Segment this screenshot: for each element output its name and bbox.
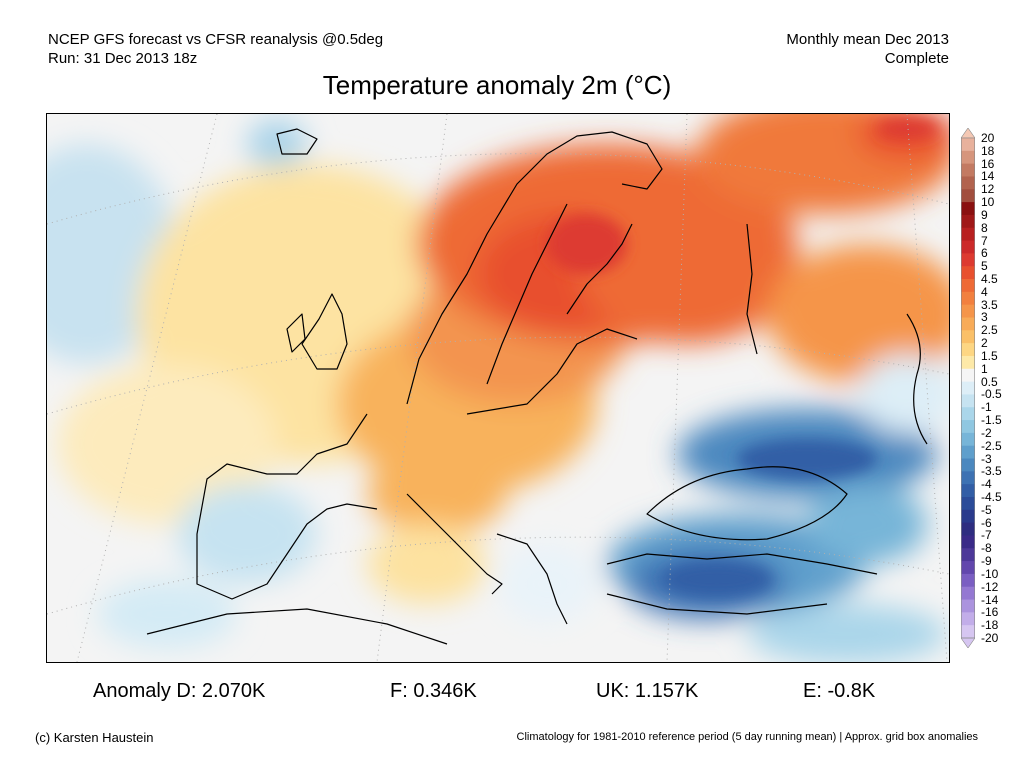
scale-swatch — [961, 317, 975, 331]
map-title: Temperature anomaly 2m (°C) — [322, 70, 672, 100]
scale-swatch — [961, 509, 975, 524]
scale-swatch — [961, 484, 975, 498]
scale-swatch — [961, 407, 975, 421]
scale-tick-label: 12 — [981, 182, 995, 197]
scale-swatch — [961, 163, 975, 177]
scale-tick-label: -14 — [981, 592, 999, 607]
color-scale-bar — [961, 128, 975, 648]
scale-swatch — [961, 138, 975, 152]
scale-tick-label: 5 — [981, 259, 988, 274]
anomaly-f-value: F: 0.346K — [390, 680, 477, 702]
scale-tick-label: -10 — [981, 566, 999, 581]
scale-swatch — [961, 355, 975, 370]
scale-tick-label: -4 — [981, 477, 992, 492]
scale-swatch — [961, 586, 975, 601]
scale-tick-label: 1 — [981, 361, 988, 376]
scale-tick-label: -4.5 — [981, 489, 1002, 504]
scale-tick-label: 10 — [981, 195, 995, 210]
scale-tick-label: -0.5 — [981, 387, 1002, 402]
scale-tick-label: -18 — [981, 618, 999, 633]
scale-tick-label: -16 — [981, 605, 999, 620]
scale-tick-label: 4 — [981, 284, 988, 299]
scale-tick-label: -1 — [981, 400, 992, 415]
period-label: Monthly mean Dec 2013 — [786, 31, 949, 48]
scale-tick-label: 14 — [981, 169, 995, 184]
scale-swatch — [961, 330, 975, 344]
scale-tick-label: 6 — [981, 246, 988, 261]
scale-swatch — [961, 445, 975, 460]
scale-swatch — [961, 394, 975, 408]
scale-swatch — [961, 548, 975, 562]
scale-swatch — [961, 266, 975, 280]
scale-swatch — [961, 240, 975, 254]
scale-tick-label: 0.5 — [981, 374, 998, 389]
scale-swatch — [961, 176, 975, 190]
scale-tick-label: -1.5 — [981, 413, 1002, 428]
scale-swatch — [961, 458, 975, 472]
scale-tick-label: 3 — [981, 310, 988, 325]
model-description: NCEP GFS forecast vs CFSR reanalysis @0.… — [48, 31, 384, 48]
scale-swatch — [961, 214, 975, 229]
scale-swatch — [961, 189, 975, 203]
header-left: NCEP GFS forecast vs CFSR reanalysis @0.… — [48, 30, 383, 68]
scale-swatch — [961, 471, 975, 485]
scale-swatch — [961, 420, 975, 434]
anomaly-d-value: Anomaly D: 2.070K — [93, 680, 266, 702]
scale-swatch — [961, 150, 975, 165]
scale-swatch — [961, 304, 975, 318]
scale-swatch — [961, 227, 975, 242]
scale-tick-label: 3.5 — [981, 297, 998, 312]
header-right: Monthly mean Dec 2013 Complete — [786, 30, 949, 68]
scale-tick-label: 20 — [981, 131, 995, 145]
scale-swatch — [961, 202, 975, 216]
scale-tick-label: 7 — [981, 233, 988, 248]
scale-swatch — [961, 561, 975, 575]
scale-tick-label: -3.5 — [981, 464, 1002, 479]
scale-swatch — [961, 496, 975, 511]
scale-tick-label: -3 — [981, 451, 992, 466]
scale-tick-label: -9 — [981, 554, 992, 569]
scale-swatch — [961, 522, 975, 536]
copyright: (c) Karsten Haustein — [35, 730, 154, 745]
scale-top-arrow — [961, 128, 975, 139]
scale-tick-label: -20 — [981, 631, 999, 645]
scale-bottom-arrow — [961, 637, 975, 648]
scale-swatch — [961, 368, 975, 383]
scale-swatch — [961, 573, 975, 588]
scale-tick-label: -6 — [981, 515, 992, 530]
scale-tick-label: 16 — [981, 156, 995, 171]
scale-tick-label: -2.5 — [981, 438, 1002, 453]
scale-tick-label: -8 — [981, 541, 992, 556]
scale-swatch — [961, 599, 975, 613]
climatology-note: Climatology for 1981-2010 reference peri… — [516, 731, 978, 743]
scale-swatch — [961, 343, 975, 357]
completion-status: Complete — [884, 50, 949, 67]
scale-tick-label: 18 — [981, 143, 995, 158]
anomaly-e-value: E: -0.8K — [803, 680, 876, 702]
scale-tick-label: -5 — [981, 502, 992, 517]
scale-tick-label: 8 — [981, 220, 988, 235]
scale-swatch — [961, 432, 975, 447]
scale-swatch — [961, 291, 975, 306]
scale-tick-label: -7 — [981, 528, 992, 543]
scale-swatch — [961, 279, 975, 293]
scale-tick-label: 2 — [981, 336, 988, 351]
scale-swatch — [961, 625, 975, 639]
scale-swatch — [961, 381, 975, 395]
scale-tick-label: -2 — [981, 425, 992, 440]
anomaly-uk-value: UK: 1.157K — [596, 680, 699, 702]
scale-swatch — [961, 535, 975, 549]
scale-tick-label: -12 — [981, 579, 999, 594]
scale-tick-label: 4.5 — [981, 272, 998, 287]
scale-tick-label: 9 — [981, 207, 988, 222]
anomaly-map — [46, 113, 950, 663]
color-scale-labels: 20 18 16 14 12 10 9 8 7 6 5 4.5 4 3.5 3 2.5 2 1.5 1 0.5 -0.5… — [981, 128, 1021, 648]
run-time: Run: 31 Dec 2013 18z — [48, 50, 198, 67]
scale-swatch — [961, 612, 975, 626]
scale-swatch — [961, 253, 975, 267]
scale-tick-label: 2.5 — [981, 323, 998, 338]
scale-tick-label: 1.5 — [981, 348, 998, 363]
